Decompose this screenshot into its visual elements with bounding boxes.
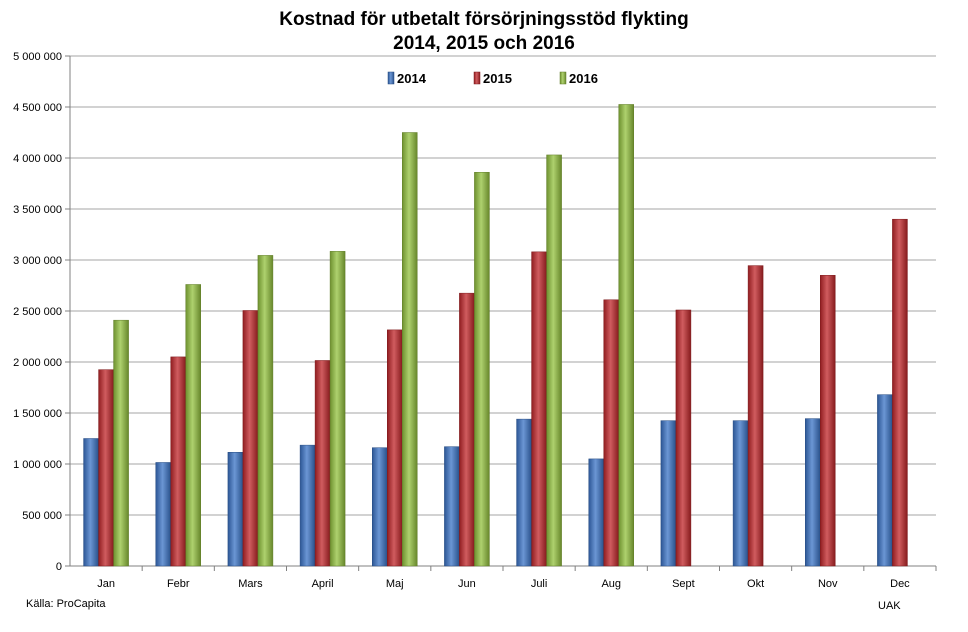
bar-2014-juli xyxy=(516,418,532,567)
x-tick-label: Mars xyxy=(238,578,263,590)
bar-2016-april xyxy=(329,251,346,567)
x-tick-label: Sept xyxy=(672,578,695,590)
bar-2016-jan xyxy=(113,319,129,567)
y-tick-label: 3 000 000 xyxy=(13,255,62,267)
bar-2016-febr xyxy=(185,284,201,567)
legend-swatch-2015 xyxy=(473,71,481,85)
y-tick-label: 2 000 000 xyxy=(13,357,62,369)
bar-2014-aug xyxy=(588,458,604,567)
bar-2014-febr xyxy=(155,462,171,567)
bar-2016-maj xyxy=(402,132,418,567)
y-tick-label: 3 500 000 xyxy=(13,204,62,216)
bar-2016-jun xyxy=(474,172,490,567)
chart-title: Kostnad för utbetalt försörjningsstöd fl… xyxy=(279,9,689,30)
bar-2015-nov xyxy=(820,275,836,567)
bar-2015-aug xyxy=(603,299,619,567)
bar-2014-nov xyxy=(805,418,821,567)
x-tick-label: Juli xyxy=(531,578,548,590)
bar-2015-maj xyxy=(387,329,403,567)
x-tick-label: Febr xyxy=(167,578,190,590)
y-tick-label: 4 000 000 xyxy=(13,153,62,165)
credit-note: UAK xyxy=(878,600,901,612)
bar-2014-sept xyxy=(660,420,677,567)
legend-label-2014: 2014 xyxy=(397,71,427,86)
source-note: Källa: ProCapita xyxy=(26,598,106,610)
legend-swatch-2016 xyxy=(559,71,567,85)
bar-2014-jun xyxy=(444,446,460,567)
y-tick-label: 500 000 xyxy=(22,510,62,522)
bar-2015-sept xyxy=(675,309,692,567)
y-tick-label: 0 xyxy=(56,561,62,573)
bar-2014-mars xyxy=(227,452,244,567)
bar-2016-juli xyxy=(546,154,562,567)
x-tick-label: Dec xyxy=(890,578,910,590)
bar-2015-juli xyxy=(531,251,547,567)
bar-2015-mars xyxy=(242,310,259,567)
y-tick-label: 4 500 000 xyxy=(13,102,62,114)
x-tick-label: Aug xyxy=(601,578,621,590)
bar-2016-mars xyxy=(257,255,274,567)
legend-swatch-2014 xyxy=(387,71,395,85)
y-tick-label: 5 000 000 xyxy=(13,51,62,63)
legend-label-2015: 2015 xyxy=(483,71,512,86)
y-tick-label: 1 500 000 xyxy=(13,408,62,420)
bar-2015-febr xyxy=(170,356,186,567)
chart-subtitle: 2014, 2015 och 2016 xyxy=(393,33,575,54)
x-tick-label: Jun xyxy=(458,578,476,590)
bar-2015-okt xyxy=(747,265,764,567)
x-tick-label: Maj xyxy=(386,578,404,590)
bar-2015-april xyxy=(314,360,331,567)
x-tick-label: Jan xyxy=(97,578,115,590)
x-tick-label: Nov xyxy=(818,578,838,590)
bar-2016-aug xyxy=(618,104,634,567)
x-tick-label: Okt xyxy=(747,578,764,590)
bar-2014-april xyxy=(299,444,316,567)
x-tick-label: April xyxy=(312,578,334,590)
bar-2014-jan xyxy=(83,438,99,567)
bar-2014-dec xyxy=(877,394,893,567)
y-tick-label: 1 000 000 xyxy=(13,459,62,471)
legend-label-2016: 2016 xyxy=(569,71,598,86)
y-tick-label: 2 500 000 xyxy=(13,306,62,318)
bar-2014-okt xyxy=(732,420,749,567)
bar-2015-jan xyxy=(98,369,114,567)
bar-2015-dec xyxy=(892,218,908,567)
bar-2015-jun xyxy=(459,292,475,567)
bar-2014-maj xyxy=(372,447,388,567)
